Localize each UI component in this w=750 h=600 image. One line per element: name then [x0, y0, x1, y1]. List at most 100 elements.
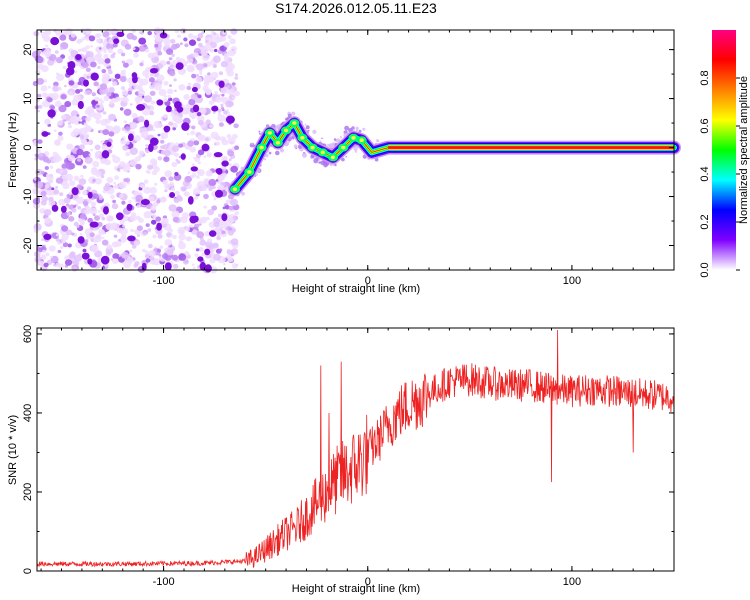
noise-blob: [168, 121, 174, 126]
noise-blob: [200, 237, 204, 241]
track-blob-core: [267, 131, 272, 135]
noise-blob: [164, 262, 172, 271]
noise-blob: [58, 199, 66, 206]
noise-blob: [149, 137, 159, 146]
noise-blob: [79, 233, 83, 236]
noise-blob: [163, 114, 169, 119]
noise-blob: [98, 98, 103, 102]
noise-blob: [157, 156, 163, 161]
noise-blob: [85, 51, 94, 59]
noise-blob: [142, 70, 150, 77]
noise-blob: [55, 56, 63, 64]
noise-blob: [207, 238, 213, 243]
noise-blob: [231, 133, 238, 140]
noise-blob: [80, 28, 86, 34]
noise-blob: [75, 196, 84, 204]
noise-blob: [64, 259, 73, 266]
noise-blob: [191, 86, 198, 93]
track-speckle: [362, 127, 366, 131]
noise-blob: [98, 196, 103, 201]
noise-blob: [45, 44, 48, 48]
noise-blob: [109, 101, 114, 105]
track-blob-core: [247, 170, 252, 174]
noise-blob: [103, 206, 109, 215]
noise-blob: [143, 95, 152, 103]
noise-blob: [90, 148, 94, 152]
noise-blob: [191, 263, 195, 266]
snr-xtick-label: 100: [563, 576, 581, 588]
noise-blob: [58, 131, 63, 136]
noise-blob: [87, 198, 92, 204]
noise-blob: [121, 233, 127, 240]
noise-blob: [198, 69, 203, 74]
noise-blob: [169, 192, 176, 198]
noise-blob: [148, 143, 154, 153]
noise-blob: [67, 243, 72, 248]
noise-blob: [186, 236, 192, 242]
noise-blob: [116, 212, 124, 221]
noise-blob: [203, 75, 212, 84]
track-blob-core: [310, 145, 315, 150]
noise-blob: [132, 47, 136, 51]
noise-blob: [45, 252, 50, 257]
noise-blob: [171, 161, 178, 168]
noise-blob: [231, 82, 236, 86]
noise-blob: [130, 103, 133, 106]
noise-blob: [162, 197, 167, 201]
noise-blob: [172, 216, 179, 223]
noise-blob: [143, 186, 152, 194]
noise-blob: [142, 108, 151, 116]
chart-title: S174.2026.012.05.11.E23: [275, 0, 437, 16]
noise-blob: [143, 211, 152, 219]
noise-blob: [230, 165, 238, 173]
noise-blob: [90, 244, 99, 253]
noise-blob: [223, 42, 230, 48]
track-speckle: [287, 113, 292, 118]
noise-blob: [164, 189, 168, 193]
noise-blob: [149, 84, 155, 90]
noise-blob: [93, 234, 102, 243]
snr-ytick-label: 200: [22, 483, 34, 501]
noise-blob: [84, 209, 91, 215]
noise-blob: [174, 190, 180, 196]
noise-blob: [78, 178, 87, 186]
noise-blob: [145, 223, 150, 228]
noise-blob: [101, 239, 109, 246]
snr-xtick-label: 0: [365, 576, 371, 588]
noise-blob: [108, 70, 113, 75]
noise-blob: [79, 144, 85, 150]
noise-blob: [203, 63, 208, 68]
noise-blob: [62, 242, 69, 248]
noise-blob: [209, 124, 214, 128]
noise-blob: [43, 262, 49, 268]
noise-blob: [89, 232, 95, 238]
colorbar-tick-label: 0.6: [699, 118, 711, 133]
noise-blob: [172, 263, 179, 269]
noise-blob: [205, 170, 213, 177]
noise-blob: [194, 157, 200, 163]
noise-blob: [174, 116, 183, 124]
track-speckle: [329, 143, 335, 149]
noise-blob: [66, 143, 74, 150]
noise-blob: [57, 135, 64, 141]
noise-blob: [73, 175, 80, 181]
track-speckle: [263, 158, 267, 161]
noise-blob: [40, 170, 45, 175]
colorbar-tick-label: 0.0: [699, 262, 711, 277]
track-speckle: [268, 151, 272, 155]
noise-blob: [49, 165, 54, 169]
noise-blob: [204, 248, 211, 256]
noise-blob: [47, 97, 53, 103]
noise-blob: [127, 235, 136, 242]
noise-blob: [222, 206, 226, 210]
noise-blob: [222, 157, 226, 161]
noise-blob: [144, 119, 150, 128]
noise-blob: [43, 48, 51, 56]
noise-blob: [78, 77, 85, 83]
noise-blob: [193, 140, 200, 146]
track-speckle: [345, 156, 347, 158]
noise-blob: [208, 187, 213, 192]
noise-blob: [94, 215, 101, 221]
noise-blob: [183, 94, 190, 100]
noise-blob: [75, 61, 81, 67]
